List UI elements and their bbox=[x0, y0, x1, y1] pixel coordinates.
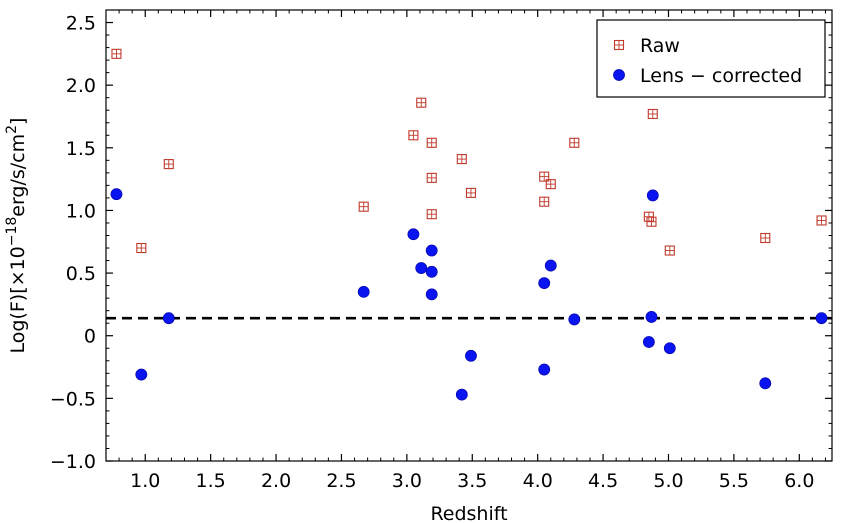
lens-corrected-data-point bbox=[407, 228, 420, 241]
legend-label-lens-corrected: Lens − corrected bbox=[640, 65, 802, 87]
raw-data-point bbox=[816, 215, 827, 226]
x-tick-label: 3.0 bbox=[392, 470, 422, 492]
data-markers bbox=[110, 48, 828, 401]
x-tick-label: 6.0 bbox=[784, 470, 814, 492]
y-tick-label: 1.5 bbox=[66, 138, 96, 160]
raw-data-point bbox=[760, 232, 771, 244]
raw-data-point bbox=[358, 201, 369, 212]
lens-corrected-data-point bbox=[415, 262, 428, 274]
raw-data-point bbox=[163, 159, 174, 170]
lens-corrected-data-point bbox=[425, 265, 438, 278]
lens-corrected-data-point bbox=[759, 377, 772, 390]
lens-corrected-data-point bbox=[646, 189, 659, 202]
raw-data-point bbox=[646, 216, 657, 227]
x-tick-label: 1.0 bbox=[130, 470, 160, 492]
lens-corrected-data-point bbox=[110, 188, 123, 201]
lens-corrected-data-point bbox=[357, 285, 370, 298]
raw-data-point bbox=[456, 154, 467, 165]
legend-label-raw: Raw bbox=[640, 35, 680, 57]
lens-corrected-data-point bbox=[645, 311, 658, 323]
x-tick-label: 4.0 bbox=[523, 470, 553, 492]
x-tick-label: 4.5 bbox=[588, 470, 618, 492]
legend-marker-lens-corrected bbox=[613, 69, 625, 81]
y-axis-title: Log(F)[×10−18erg/s/cm2] bbox=[4, 118, 29, 354]
x-tick-label: 5.0 bbox=[653, 470, 683, 492]
raw-data-point bbox=[539, 171, 550, 182]
y-axis-title-exponent: −18 bbox=[4, 217, 20, 247]
legend-box bbox=[596, 19, 826, 98]
raw-data-point bbox=[136, 242, 147, 254]
y-axis-title-unit: erg/s/cm bbox=[7, 134, 29, 217]
lens-corrected-data-point bbox=[544, 259, 557, 272]
legend-circle-marker bbox=[613, 69, 625, 81]
y-axis-title-close: ] bbox=[7, 118, 29, 125]
raw-data-point bbox=[426, 172, 437, 183]
raw-data-point bbox=[545, 179, 556, 190]
lens-corrected-data-point bbox=[425, 244, 438, 257]
raw-data-point bbox=[111, 48, 122, 59]
x-tick-label: 5.5 bbox=[719, 470, 749, 492]
raw-data-point bbox=[426, 209, 437, 220]
lens-corrected-data-point bbox=[538, 277, 551, 290]
raw-data-point bbox=[569, 137, 580, 148]
raw-data-point bbox=[426, 137, 437, 148]
lens-corrected-data-point bbox=[568, 313, 581, 326]
y-tick-label: 0 bbox=[84, 326, 96, 348]
lens-corrected-data-point bbox=[815, 312, 828, 325]
x-axis-title: Redshift bbox=[430, 503, 507, 523]
y-axis-title-main: Log(F)[×10 bbox=[7, 246, 29, 353]
y-axis-title-unit-exponent: 2 bbox=[4, 125, 20, 134]
raw-data-point bbox=[647, 108, 658, 120]
legend-square-marker bbox=[613, 39, 625, 51]
legend-marker-raw bbox=[613, 39, 625, 51]
axis-ticks: 1.0 1.5 2.0 2.5 3.0 3.5 4.0 4.5 5.0 5.5 6.0 −1.0 −0.… bbox=[50, 9, 832, 492]
y-tick-label: −0.5 bbox=[50, 388, 96, 410]
raw-data-point bbox=[539, 196, 550, 207]
lens-corrected-data-point bbox=[425, 288, 438, 301]
legend: Raw Lens − corrected bbox=[596, 19, 826, 98]
lens-corrected-data-point bbox=[455, 388, 468, 401]
lens-corrected-data-point bbox=[642, 336, 655, 348]
x-tick-label: 2.5 bbox=[326, 470, 356, 492]
y-tick-label: −1.0 bbox=[50, 451, 96, 473]
x-tick-label: 1.5 bbox=[196, 470, 226, 492]
raw-data-point bbox=[664, 245, 675, 256]
lens-corrected-data-point bbox=[135, 368, 148, 381]
y-tick-label: 2.5 bbox=[66, 13, 96, 35]
y-tick-label: 2.0 bbox=[66, 75, 96, 97]
lens-corrected-data-point bbox=[162, 312, 175, 325]
raw-data-point bbox=[408, 130, 419, 141]
lens-corrected-data-point bbox=[663, 342, 676, 355]
lens-corrected-data-point bbox=[465, 349, 477, 362]
raw-data-point bbox=[465, 187, 477, 198]
y-tick-label: 0.5 bbox=[66, 263, 96, 285]
lens-corrected-data-point bbox=[538, 363, 551, 376]
x-tick-label: 2.0 bbox=[261, 470, 291, 492]
y-tick-label: 1.0 bbox=[66, 200, 96, 222]
raw-data-point bbox=[416, 97, 427, 108]
x-tick-label: 3.5 bbox=[457, 470, 487, 492]
